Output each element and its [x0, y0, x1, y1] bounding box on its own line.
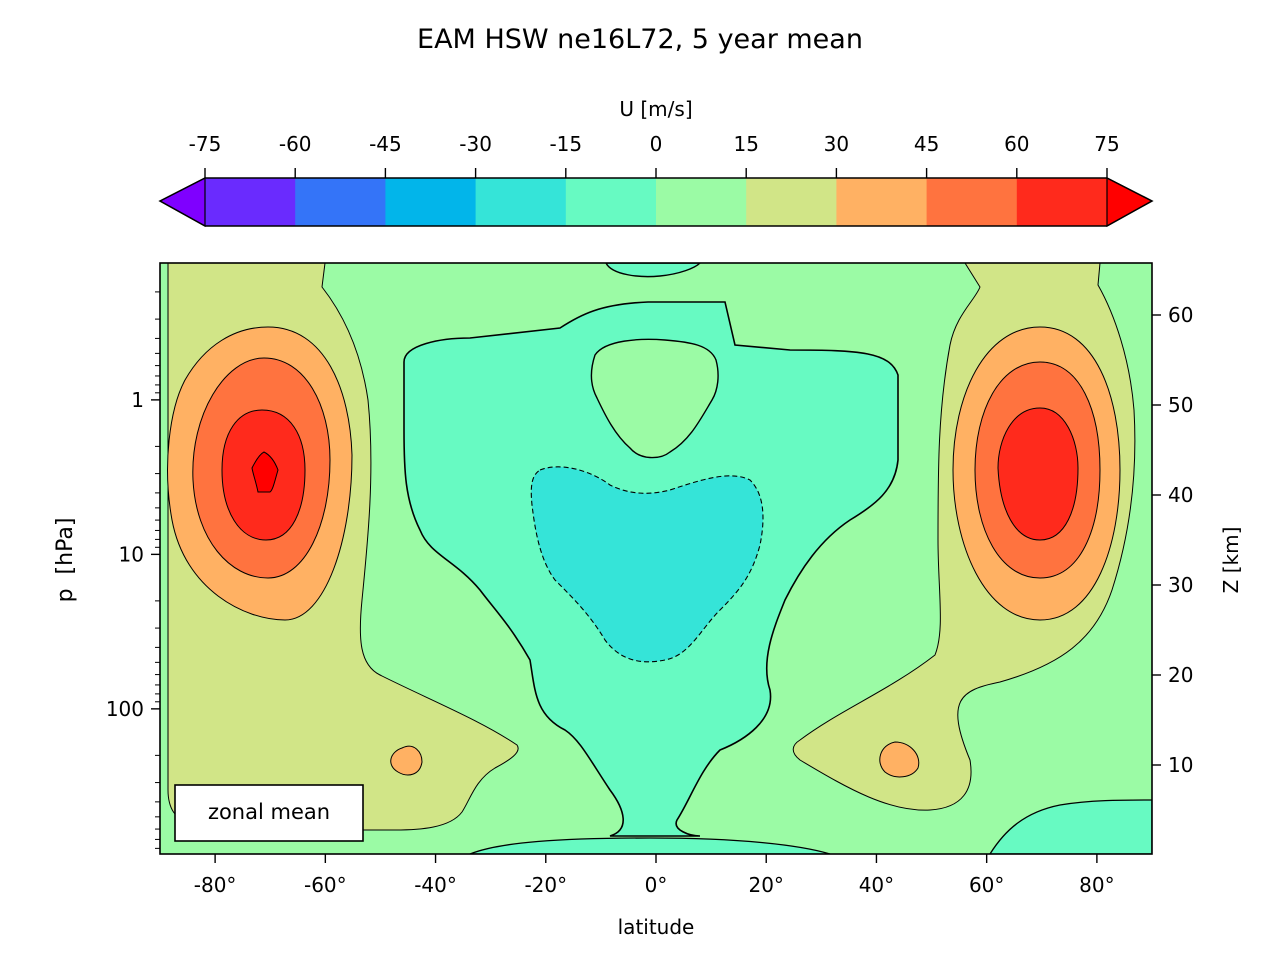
- chart-title: EAM HSW ne16L72, 5 year mean: [417, 24, 863, 55]
- y-left-tick-label: 1: [131, 388, 144, 412]
- nh-subtropical-jet-30-45: [879, 741, 920, 778]
- colorbar-tick-label: 30: [824, 132, 849, 156]
- colorbar-segment: [565, 178, 657, 226]
- x-tick-label: -80°: [194, 873, 237, 897]
- y-right-tick-label: 20: [1168, 663, 1193, 687]
- x-tick-label: -40°: [414, 873, 457, 897]
- colorbar-segment: [746, 178, 837, 226]
- sh-jet-core-75: [251, 451, 279, 493]
- x-tick-label: 80°: [1079, 873, 1114, 897]
- x-tick-label: -20°: [524, 873, 567, 897]
- colorbar-ticks: -75 -60 -45 -30 -15 0 15 30 45 60 75: [189, 132, 1120, 178]
- colorbar-segment: [295, 178, 386, 226]
- colorbar-tick-label: 45: [914, 132, 939, 156]
- sh-subtropical-jet-30-45: [390, 745, 423, 776]
- colorbar-extend-high: [1106, 177, 1154, 228]
- y-axis-right: 10 20 30 40 50 60: [1152, 303, 1193, 777]
- colorbar-tick-label: -15: [549, 132, 582, 156]
- x-tick-label: -60°: [304, 873, 347, 897]
- plot-area: [160, 263, 1152, 854]
- colorbar-segment: [836, 178, 928, 226]
- x-tick-label: 40°: [859, 873, 894, 897]
- contour-band-neg30-neg15: [530, 466, 764, 663]
- colorbar-tick-label: -75: [189, 132, 222, 156]
- y-right-tick-label: 40: [1168, 483, 1193, 507]
- colorbar-extend-low: [158, 177, 206, 228]
- colorbar-tick-label: 15: [733, 132, 758, 156]
- x-tick-label: 20°: [748, 873, 783, 897]
- contour-band-inner-positive: [590, 338, 719, 459]
- y-right-tick-label: 60: [1168, 303, 1193, 327]
- y-left-tick-label: 10: [119, 542, 144, 566]
- colorbar-segment: [926, 178, 1018, 226]
- annotation-text: zonal mean: [208, 800, 330, 824]
- colorbar-tick-label: 75: [1094, 132, 1119, 156]
- y-right-tick-label: 30: [1168, 573, 1193, 597]
- colorbar-segment: [656, 178, 747, 226]
- colorbar: U [m/s] -75 -60 -45 -30 -15 0 15 30 45 60 75: [158, 97, 1154, 228]
- y-axis-left: 1 10 100: [106, 291, 160, 849]
- colorbar-segment: [385, 178, 477, 226]
- contour-band-bottom-right-neg: [989, 799, 1152, 854]
- y-axis-right-label: Z [km]: [1219, 527, 1243, 594]
- colorbar-segment: [205, 178, 296, 226]
- y-axis-left-label: p [hPa]: [53, 518, 78, 603]
- colorbar-segments: [205, 178, 1108, 226]
- colorbar-tick-label: -45: [369, 132, 402, 156]
- colorbar-tick-label: -60: [279, 132, 312, 156]
- x-tick-label: 0°: [645, 873, 668, 897]
- contour-band-bottom-center-neg: [469, 837, 831, 854]
- y-right-tick-label: 50: [1168, 393, 1193, 417]
- colorbar-tick-label: 0: [650, 132, 663, 156]
- colorbar-tick-label: -30: [459, 132, 492, 156]
- colorbar-tick-label: 60: [1004, 132, 1029, 156]
- colorbar-segment: [1016, 178, 1108, 226]
- y-left-tick-label: 100: [106, 697, 144, 721]
- nh-jet-band-60-75: [997, 407, 1079, 541]
- x-axis: -80° -60° -40° -20° 0° 20° 40° 60° 80°: [194, 854, 1115, 897]
- annotation-box: zonal mean: [174, 784, 364, 842]
- y-right-tick-label: 10: [1168, 753, 1193, 777]
- colorbar-segment: [475, 178, 567, 226]
- x-tick-label: 60°: [969, 873, 1004, 897]
- x-axis-label: latitude: [618, 915, 695, 939]
- colorbar-label: U [m/s]: [619, 97, 692, 121]
- contour-band-top-neg: [605, 263, 701, 278]
